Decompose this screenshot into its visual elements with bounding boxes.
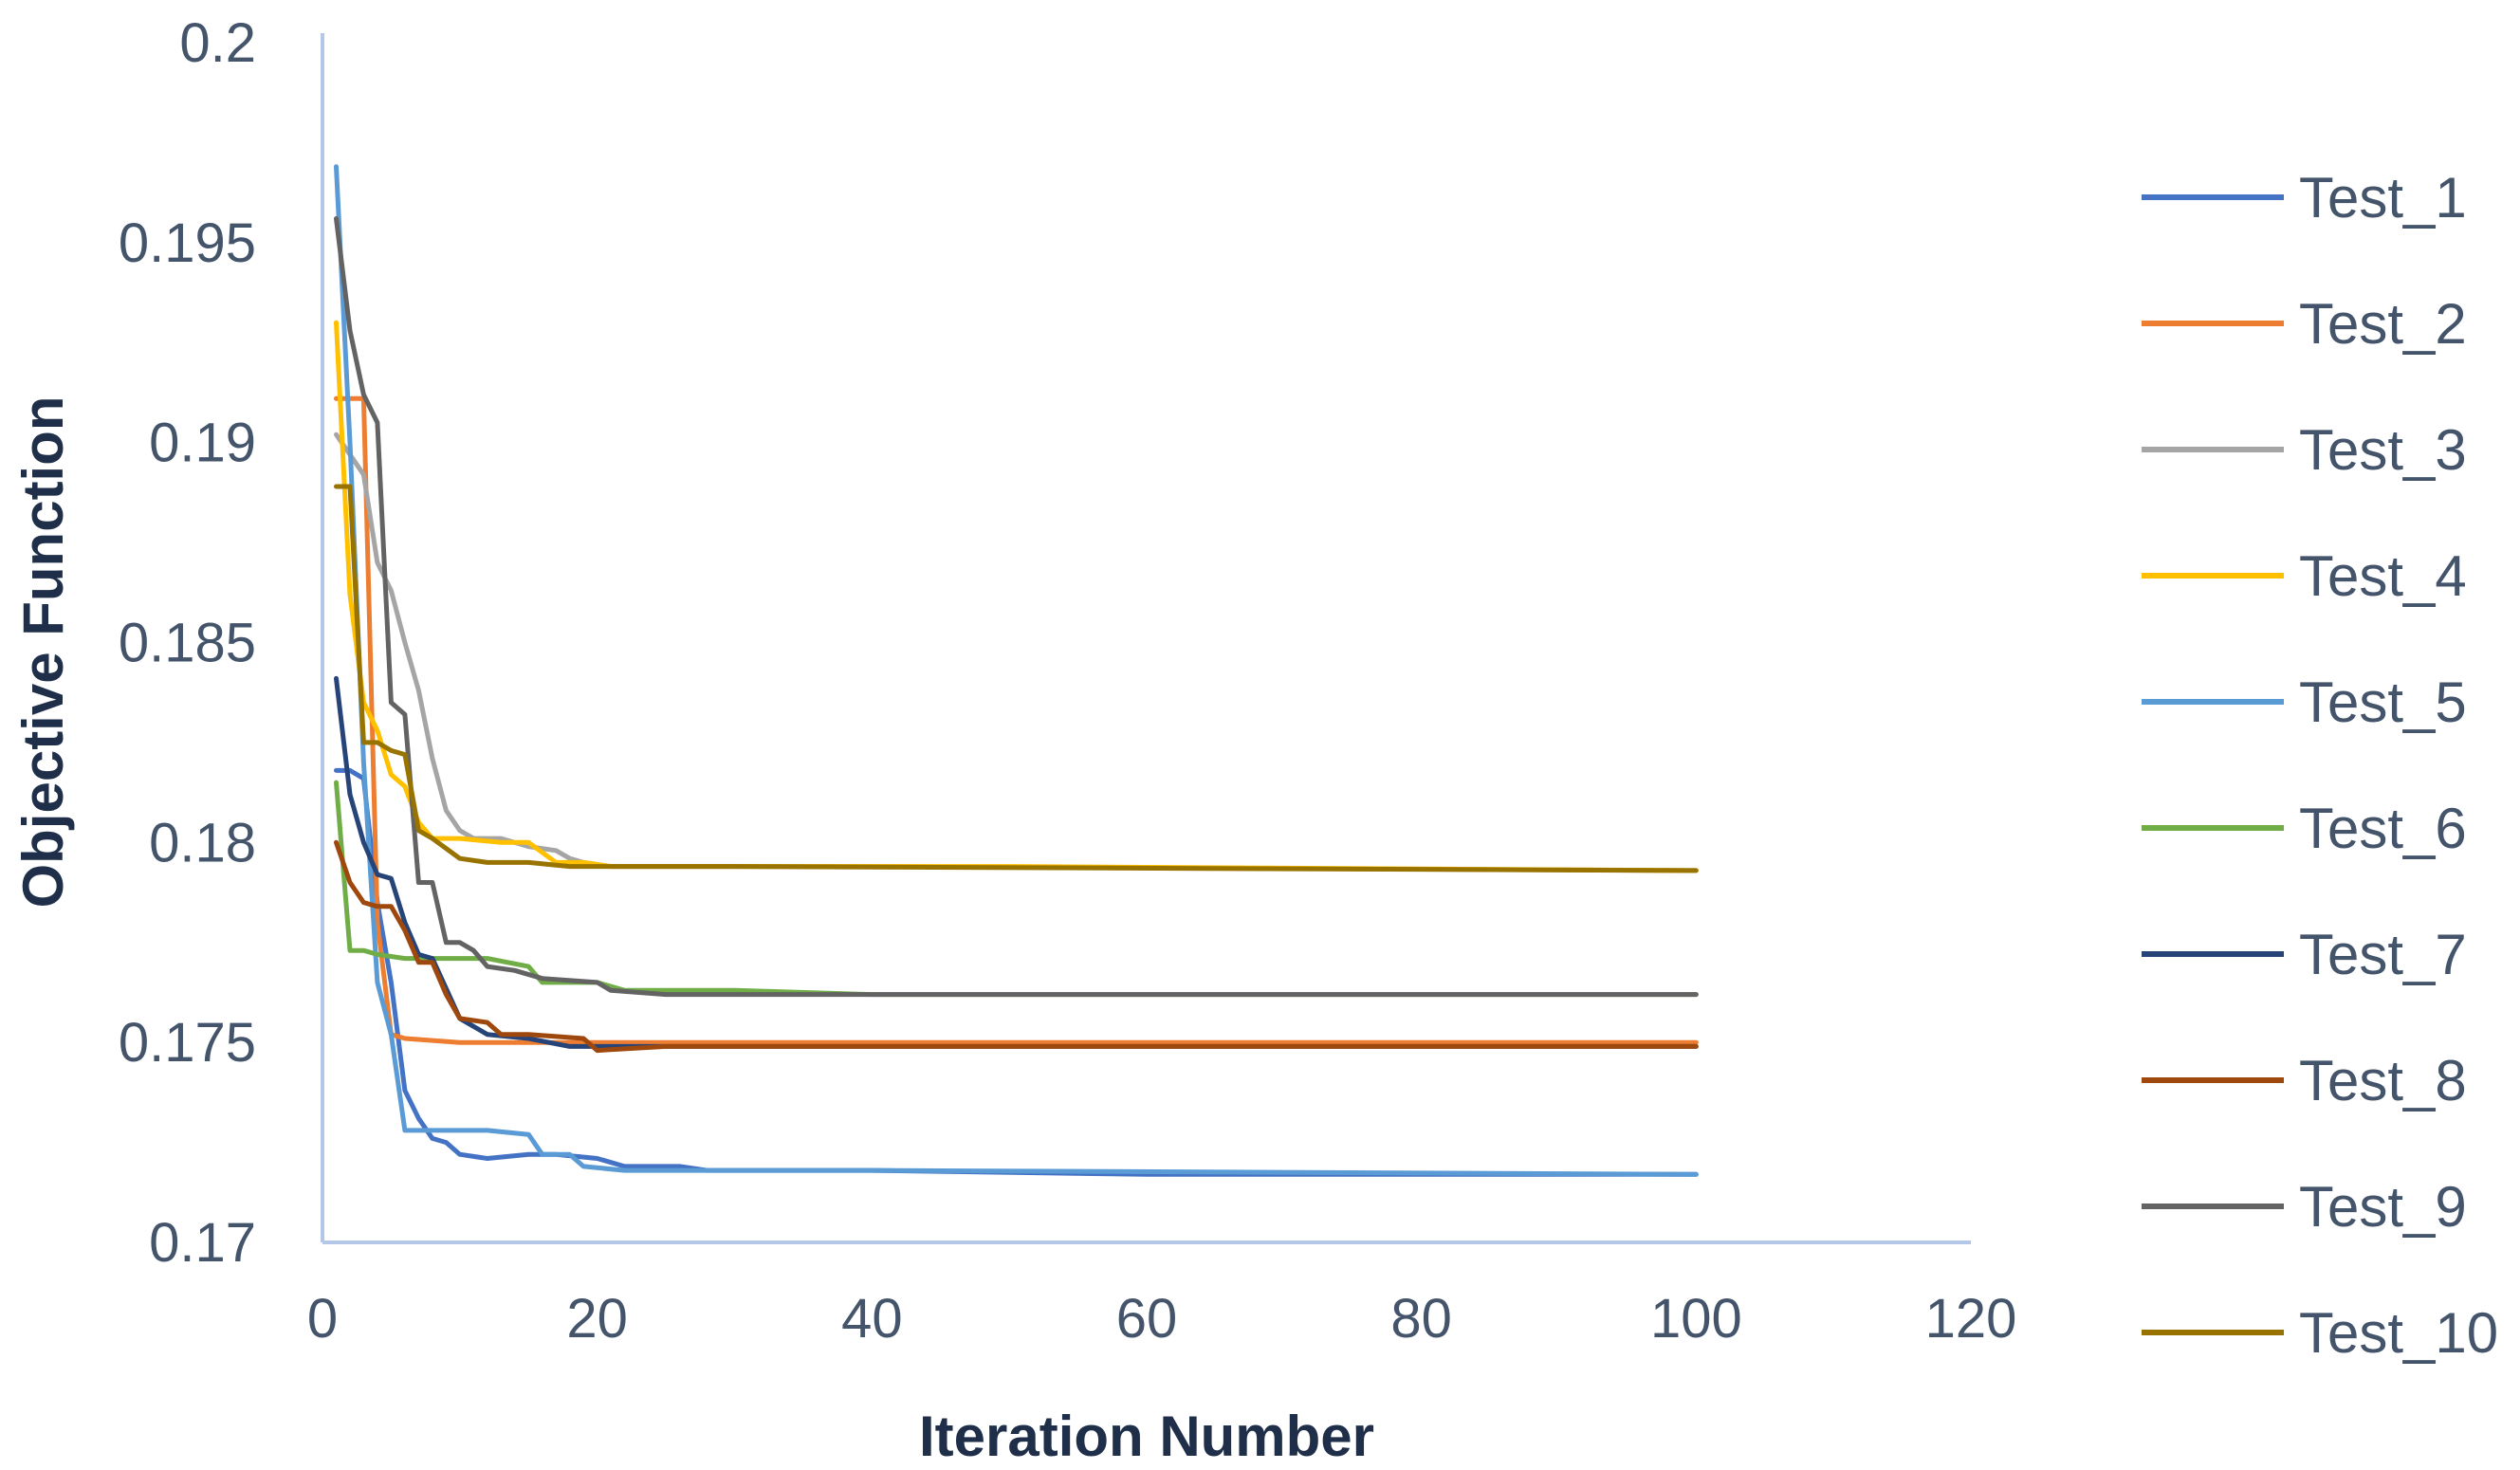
legend-label: Test_7 (2299, 923, 2467, 986)
y-tick-label: 0.175 (119, 1012, 256, 1074)
series-line-test-2 (334, 395, 1699, 1045)
x-tick-label: 120 (1925, 1288, 2017, 1350)
legend-label: Test_8 (2299, 1049, 2467, 1112)
legend-item-test-6: Test_6 (2142, 797, 2467, 860)
legend-item-test-7: Test_7 (2142, 923, 2467, 986)
series-line-test-5 (334, 164, 1699, 1177)
series-line-test-4 (334, 320, 1699, 873)
axes (321, 33, 1971, 1244)
legend-item-test-10: Test_10 (2142, 1301, 2498, 1365)
legend-label: Test_10 (2299, 1301, 2498, 1365)
series-line-test-9 (334, 216, 1699, 998)
legend-item-test-3: Test_3 (2142, 418, 2467, 482)
y-tick-labels: 0.17 0.175 0.18 0.185 0.19 0.195 0.2 (119, 12, 256, 1274)
y-tick-label: 0.17 (149, 1212, 256, 1274)
legend-label: Test_1 (2299, 166, 2467, 230)
y-tick-label: 0.18 (149, 812, 256, 873)
x-tick-label: 100 (1650, 1288, 1742, 1350)
series-line-test-7 (334, 675, 1699, 1049)
y-tick-label: 0.2 (179, 12, 256, 74)
legend-item-test-8: Test_8 (2142, 1049, 2467, 1112)
legend-item-test-4: Test_4 (2142, 544, 2467, 608)
series-line-test-1 (334, 767, 1699, 1177)
x-tick-label: 0 (307, 1288, 338, 1350)
legend: Test_1 Test_2 Test_3 Test_4 Test_5 Test_6 Test… (2142, 166, 2498, 1365)
y-axis-title: Objective Function (11, 395, 75, 908)
legend-label: Test_3 (2299, 418, 2467, 482)
x-tick-labels: 0 20 40 60 80 100 120 (307, 1288, 2017, 1350)
legend-label: Test_4 (2299, 544, 2467, 608)
legend-item-test-9: Test_9 (2142, 1175, 2467, 1239)
x-tick-label: 80 (1390, 1288, 1452, 1350)
series-lines (334, 164, 1699, 1177)
x-tick-label: 20 (566, 1288, 628, 1350)
legend-item-test-2: Test_2 (2142, 292, 2467, 356)
legend-label: Test_9 (2299, 1175, 2467, 1239)
legend-item-test-5: Test_5 (2142, 671, 2467, 734)
x-tick-label: 40 (841, 1288, 903, 1350)
y-tick-label: 0.185 (119, 613, 256, 674)
series-line-test-6 (334, 780, 1699, 998)
series-line-test-8 (334, 839, 1699, 1054)
series-line-test-10 (334, 484, 1699, 873)
series-line-test-3 (334, 432, 1699, 873)
legend-label: Test_5 (2299, 671, 2467, 734)
x-axis-title: Iteration Number (919, 1405, 1374, 1468)
y-tick-label: 0.195 (119, 212, 256, 274)
legend-item-test-1: Test_1 (2142, 166, 2467, 230)
x-tick-label: 60 (1116, 1288, 1178, 1350)
y-tick-label: 0.19 (149, 413, 256, 474)
legend-label: Test_6 (2299, 797, 2467, 860)
legend-label: Test_2 (2299, 292, 2467, 356)
